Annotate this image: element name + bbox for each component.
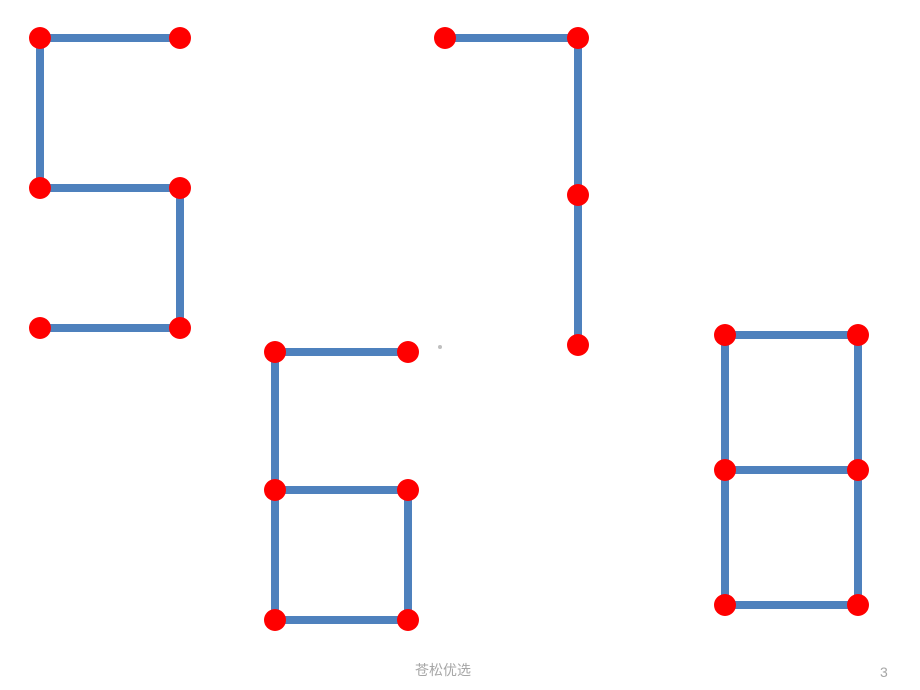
vertex-dot: [29, 27, 51, 49]
vertex-dot: [567, 27, 589, 49]
vertex-dot: [397, 609, 419, 631]
vertex-dot: [847, 324, 869, 346]
vertex-dot: [29, 317, 51, 339]
digit-5: [29, 27, 191, 339]
vertex-dot: [264, 341, 286, 363]
footer-watermark: 苍松优选: [415, 660, 471, 680]
digit-7: [434, 27, 589, 356]
vertex-dot: [397, 479, 419, 501]
digit-8: [714, 324, 869, 616]
vertex-dot: [567, 334, 589, 356]
vertex-dot: [169, 177, 191, 199]
vertex-dot: [847, 459, 869, 481]
digit-6: [264, 341, 419, 631]
vertex-dot: [714, 594, 736, 616]
vertex-dot: [264, 479, 286, 501]
vertex-dot: [264, 609, 286, 631]
page-number: 3: [880, 664, 888, 680]
vertex-dot: [169, 317, 191, 339]
vertex-dot: [847, 594, 869, 616]
vertex-dot: [714, 324, 736, 346]
diagram-canvas: [0, 0, 920, 690]
vertex-dot: [714, 459, 736, 481]
vertex-dot: [397, 341, 419, 363]
center-marker: [438, 345, 442, 349]
vertex-dot: [29, 177, 51, 199]
vertex-dot: [434, 27, 456, 49]
vertex-dot: [567, 184, 589, 206]
vertex-dot: [169, 27, 191, 49]
